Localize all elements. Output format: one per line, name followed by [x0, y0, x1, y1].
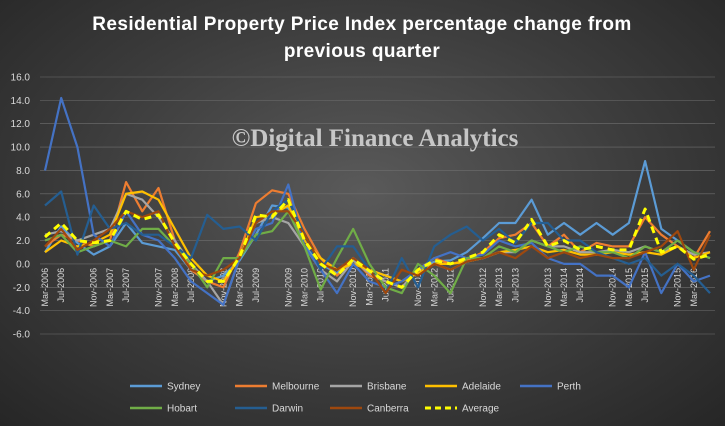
x-tick-label: Mar-2010 [300, 268, 310, 307]
x-tick-label: Mar-2009 [235, 268, 245, 307]
x-tick-label: Jul-2014 [575, 268, 585, 303]
series-line-canberra [44, 210, 711, 295]
legend-label-average: Average [462, 404, 500, 415]
x-tick-label: Mar-2007 [105, 268, 115, 307]
legend-label-brisbane: Brisbane [367, 382, 407, 393]
x-tick-label: Jul-2009 [251, 268, 261, 303]
legend-label-perth: Perth [557, 382, 581, 393]
x-tick-label: Nov-2014 [608, 268, 618, 307]
x-tick-label: Nov-2012 [478, 268, 488, 307]
x-tick-label: Nov-2009 [283, 268, 293, 307]
y-tick-label: 0.0 [16, 259, 30, 270]
x-tick-label: Nov-2013 [543, 268, 553, 307]
series-lines [43, 96, 711, 306]
series-line-sydney [44, 160, 711, 283]
y-tick-label: 12.0 [11, 119, 31, 130]
legend-label-hobart: Hobart [167, 404, 197, 415]
x-tick-label: Mar-2012 [429, 268, 439, 307]
legend-label-canberra: Canberra [367, 404, 409, 415]
y-axis-ticks: 16.0 14.0 12.0 10.0 8.0 6.0 4.0 2.0 0.0 -2.0 -4.0 -… [11, 73, 31, 341]
series-line-perth [43, 96, 711, 306]
legend-label-sydney: Sydney [167, 382, 200, 393]
legend-label-adelaide: Adelaide [462, 382, 501, 393]
legend-label-darwin: Darwin [272, 404, 303, 415]
y-tick-label: 14.0 [11, 96, 31, 107]
legend: Sydney Melbourne Brisbane Adelaide Perth Hoba… [130, 382, 581, 415]
x-tick-label: Mar-2011 [364, 268, 374, 306]
chart-title-line-2: previous quarter [284, 41, 441, 62]
x-tick-label: Nov-2006 [89, 268, 99, 307]
x-tick-label: Jul-2015 [640, 268, 650, 303]
y-tick-label: 4.0 [16, 213, 30, 224]
y-tick-label: -6.0 [13, 330, 31, 341]
y-tick-label: 10.0 [11, 143, 31, 154]
x-tick-label: Mar-2014 [559, 268, 569, 307]
x-tick-label: Jul-2006 [56, 268, 66, 303]
x-tick-label: Nov-2007 [154, 268, 164, 307]
x-tick-label: Mar-2013 [494, 268, 504, 307]
x-tick-label: Mar-2008 [170, 268, 180, 307]
y-tick-label: 16.0 [11, 73, 31, 84]
x-tick-label: Mar-2006 [40, 268, 50, 307]
x-tick-label: Jul-2010 [316, 268, 326, 303]
x-tick-label: Jul-2008 [186, 268, 196, 303]
x-tick-label: Jul-2012 [445, 268, 455, 303]
y-tick-label: 2.0 [16, 236, 30, 247]
x-tick-label: Jul-2007 [121, 268, 131, 303]
series-line-average [44, 198, 711, 289]
chart-title-line-1: Residential Property Price Index percent… [92, 14, 631, 35]
x-tick-label: Nov-2015 [673, 268, 683, 307]
gridlines [40, 76, 715, 335]
y-tick-label: 8.0 [16, 166, 30, 177]
x-tick-label: Nov-2010 [348, 268, 358, 307]
x-axis-ticks: Mar-2006 Jul-2006 Nov-2006 Mar-2007 Jul-2007… [40, 268, 699, 307]
x-tick-label: Jul-2013 [510, 268, 520, 303]
legend-label-melbourne: Melbourne [272, 382, 320, 393]
x-tick-label: Jul-2011 [381, 268, 391, 302]
y-tick-label: -4.0 [13, 306, 31, 317]
y-tick-label: 6.0 [16, 189, 30, 200]
x-tick-label: Mar-2016 [689, 268, 699, 307]
y-tick-label: -2.0 [13, 283, 31, 294]
watermark: ©Digital Finance Analytics [232, 125, 519, 152]
